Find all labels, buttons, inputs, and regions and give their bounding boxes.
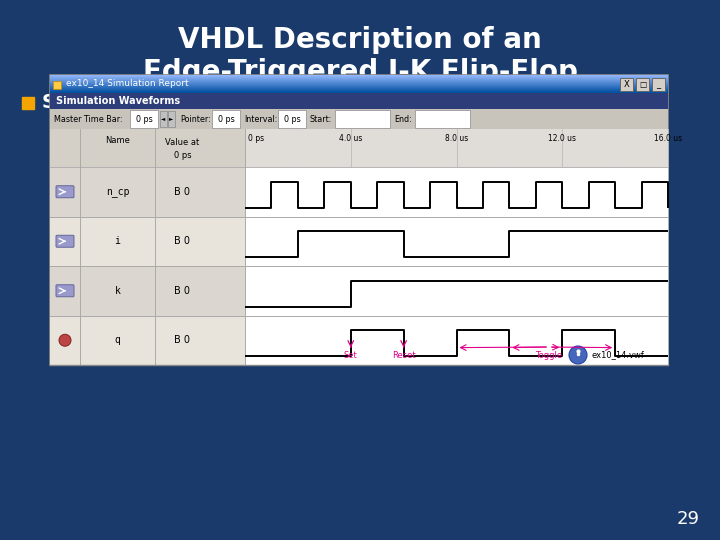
Bar [50,89,668,90]
Bar [50,75,668,365]
Text: ◄: ◄ [161,117,166,122]
Bar [245,129,668,167]
Bar [50,79,668,80]
Text: _: _ [657,80,661,89]
Bar [415,110,470,128]
Text: X: X [624,80,629,89]
Bar [50,91,668,92]
Bar [245,315,668,365]
Text: q: q [114,335,120,345]
Text: VHDL Description of an: VHDL Description of an [178,26,542,54]
Text: Set: Set [344,351,358,360]
Text: 4.0 us: 4.0 us [339,134,362,143]
Bar [245,129,668,365]
Bar [50,92,668,93]
Bar [50,90,668,91]
Text: n_cp: n_cp [106,187,130,197]
Bar [212,110,240,128]
Text: B 0: B 0 [174,237,191,246]
Bar [50,84,668,85]
Bar [652,78,665,91]
Bar [50,87,668,88]
Text: 0 ps: 0 ps [174,151,192,160]
Text: Interval:: Interval: [244,114,277,124]
Circle shape [569,346,587,364]
Bar [335,110,390,128]
Text: 29: 29 [677,510,700,528]
Text: ex10_14 Simulation Report: ex10_14 Simulation Report [66,79,189,89]
Bar [50,167,245,217]
Bar [245,266,668,315]
Bar [50,80,668,81]
Bar [620,78,633,91]
Text: B 0: B 0 [174,286,191,296]
Text: Value at: Value at [166,138,199,147]
Bar [50,76,668,77]
Text: Edge-Triggered J-K Flip-Flop: Edge-Triggered J-K Flip-Flop [143,58,577,86]
Bar [50,109,668,129]
Text: B 0: B 0 [174,187,191,197]
Bar [50,129,668,167]
Bar [50,93,668,109]
Text: i: i [114,237,120,246]
Bar [50,82,668,83]
Bar [50,81,668,82]
Bar [22,97,34,109]
Bar [278,110,306,128]
Text: Simulation Waveforms: Simulation Waveforms [56,96,180,106]
Text: 0 ps: 0 ps [248,134,264,143]
Text: 0 ps: 0 ps [135,114,153,124]
Bar [53,81,61,89]
Bar [50,75,668,76]
Bar [50,315,245,365]
Text: Simulation file: Simulation file [42,93,202,112]
Text: Reset: Reset [392,351,415,360]
Bar [50,217,245,266]
Bar [50,86,668,87]
Text: 0 ps: 0 ps [217,114,235,124]
Bar [245,167,668,217]
Text: Master Time Bar:: Master Time Bar: [54,114,122,124]
Bar [50,78,668,79]
Bar [50,88,668,89]
Text: ►: ► [169,117,174,122]
Text: Name: Name [105,136,130,145]
Text: Toggle: Toggle [536,351,562,360]
Bar [130,110,158,128]
Text: Start:: Start: [310,114,333,124]
Text: B 0: B 0 [174,335,191,345]
Text: 8.0 us: 8.0 us [445,134,468,143]
FancyBboxPatch shape [56,235,74,247]
Bar [50,85,668,86]
Text: 12.0 us: 12.0 us [548,134,576,143]
Text: □: □ [639,80,646,89]
Bar [168,111,175,127]
Text: 16.0 us: 16.0 us [654,134,682,143]
Bar [636,78,649,91]
Bar [50,266,245,315]
Bar [160,111,167,127]
Bar [50,77,668,78]
Text: ex10_14.vwf: ex10_14.vwf [591,350,644,360]
Bar [50,83,668,84]
Bar [245,217,668,266]
Text: Pointer:: Pointer: [180,114,211,124]
Text: 0 ps: 0 ps [284,114,300,124]
FancyBboxPatch shape [56,186,74,198]
FancyBboxPatch shape [56,285,74,297]
Text: End:: End: [394,114,412,124]
Circle shape [59,334,71,346]
Text: k: k [114,286,120,296]
